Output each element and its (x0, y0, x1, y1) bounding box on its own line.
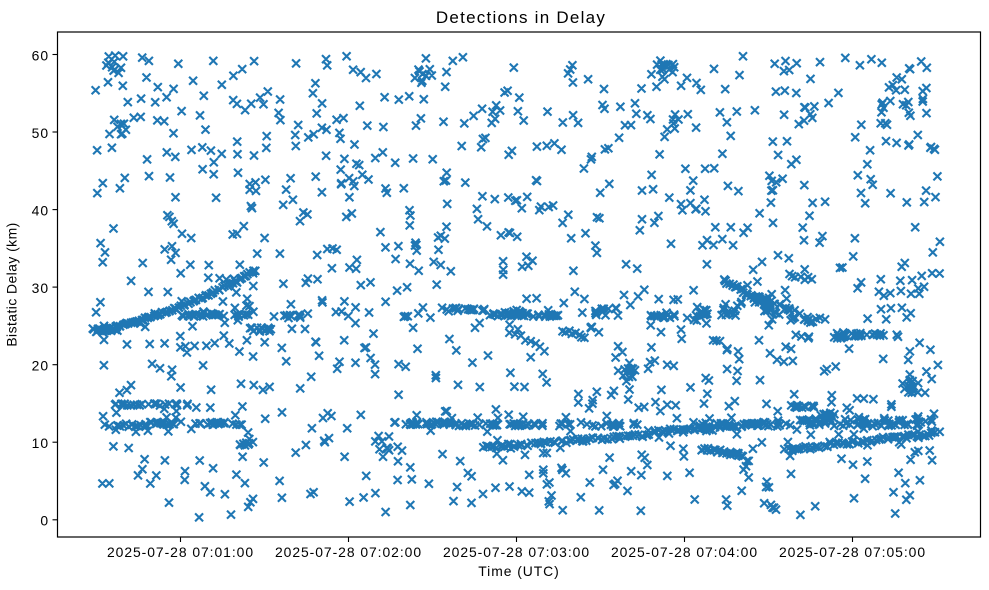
svg-text:Bistatic Delay (km): Bistatic Delay (km) (4, 222, 20, 346)
svg-text:30: 30 (32, 280, 49, 296)
svg-text:0: 0 (40, 513, 49, 529)
svg-text:10: 10 (32, 435, 49, 451)
svg-text:2025-07-28 07:01:00: 2025-07-28 07:01:00 (107, 544, 254, 560)
svg-text:2025-07-28 07:02:00: 2025-07-28 07:02:00 (275, 544, 422, 560)
svg-text:2025-07-28 07:03:00: 2025-07-28 07:03:00 (443, 544, 590, 560)
svg-text:Time (UTC): Time (UTC) (478, 563, 560, 579)
svg-text:50: 50 (32, 125, 49, 141)
svg-text:60: 60 (32, 47, 49, 63)
svg-text:Detections in Delay: Detections in Delay (436, 8, 606, 27)
svg-text:40: 40 (32, 203, 49, 219)
svg-text:2025-07-28 07:04:00: 2025-07-28 07:04:00 (611, 544, 758, 560)
svg-text:20: 20 (32, 358, 49, 374)
svg-text:2025-07-28 07:05:00: 2025-07-28 07:05:00 (779, 544, 926, 560)
